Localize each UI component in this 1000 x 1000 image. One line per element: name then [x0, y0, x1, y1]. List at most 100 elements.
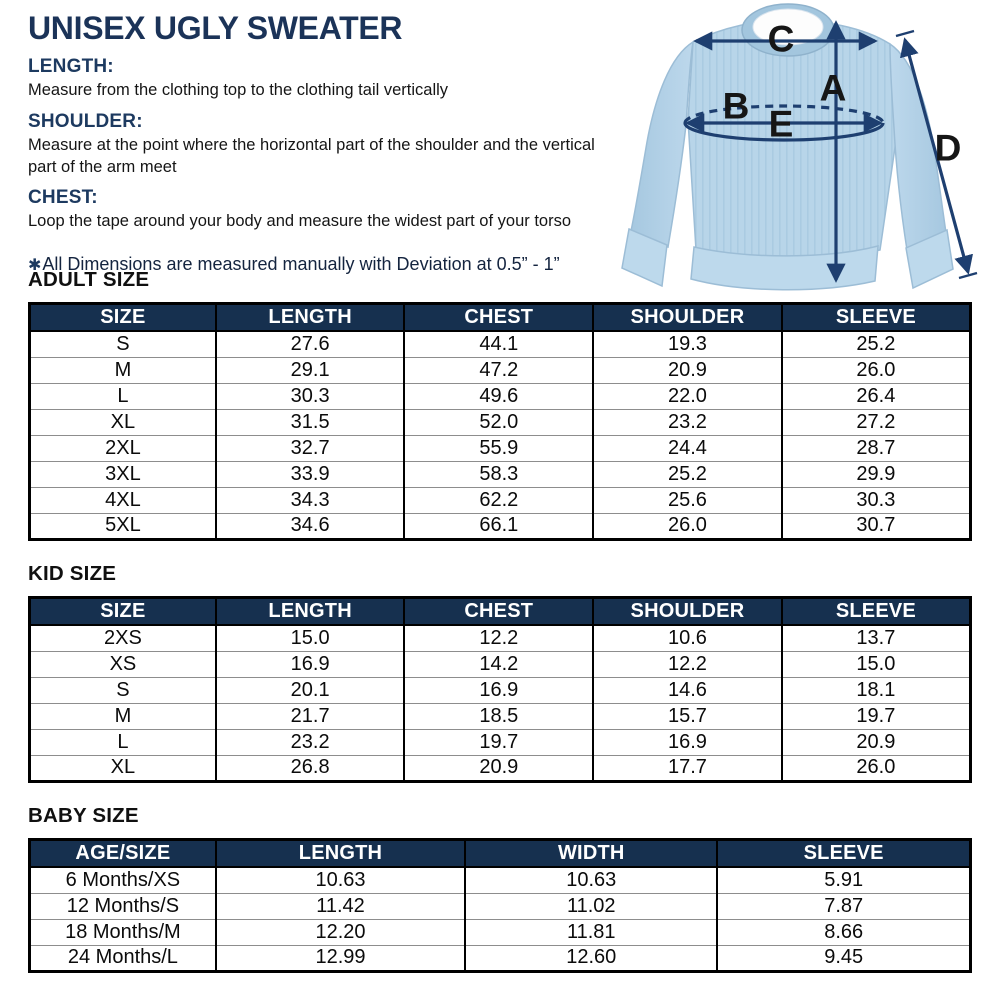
- measurement-cell: 8.66: [716, 918, 971, 945]
- measurement-cell: 25.6: [592, 486, 782, 513]
- size-cell: XS: [29, 650, 216, 677]
- measurement-cell: 26.0: [592, 512, 782, 539]
- measurement-cell: 20.9: [403, 754, 594, 781]
- measurement-cell: 13.7: [780, 625, 971, 651]
- deviation-note: ✱All Dimensions are measured manually wi…: [28, 254, 624, 275]
- table-row: 4XL 34.3 62.2 25.6 30.3: [29, 486, 971, 513]
- intro-section: UNISEX UGLY SWEATER LENGTH: Measure from…: [28, 10, 624, 275]
- page-title: UNISEX UGLY SWEATER: [28, 10, 403, 46]
- sweater-left-sleeve: [630, 40, 695, 249]
- measurement-cell: 33.9: [214, 460, 405, 487]
- size-cell: 5XL: [29, 512, 216, 539]
- measurement-cell: 27.2: [780, 408, 971, 435]
- chest-heading: CHEST:: [28, 187, 98, 209]
- table-row: XL 26.8 20.9 17.7 26.0: [29, 754, 971, 781]
- size-cell: L: [29, 728, 216, 755]
- measurement-cell: 7.87: [716, 892, 971, 919]
- size-cell: XL: [29, 754, 216, 781]
- table-row: 5XL 34.6 66.1 26.0 30.7: [29, 512, 971, 539]
- table-row: XS 16.9 14.2 12.2 15.0: [29, 650, 971, 677]
- table-row: M 21.7 18.5 15.7 19.7: [29, 702, 971, 729]
- measurement-cell: 34.3: [214, 486, 405, 513]
- table-row: 24 Months/L 12.99 12.60 9.45: [29, 944, 971, 971]
- column-header-length: LENGTH: [214, 597, 405, 626]
- size-cell: M: [29, 356, 216, 383]
- measurement-cell: 12.60: [464, 944, 718, 971]
- size-cell: 3XL: [29, 460, 216, 487]
- measurement-cell: 52.0: [403, 408, 594, 435]
- measurement-cell: 11.81: [464, 918, 718, 945]
- kid-size-title: KID SIZE: [28, 562, 117, 585]
- column-header-sleeve: SLEEVE: [780, 597, 971, 626]
- table-row: S 20.1 16.9 14.6 18.1: [29, 676, 971, 703]
- column-header-chest: CHEST: [403, 597, 594, 626]
- baby-size-section: BABY SIZE AGE/SIZE LENGTH WIDTH SLEEVE 6 Mon…: [28, 804, 972, 973]
- measurement-cell: 26.4: [780, 382, 971, 409]
- table-row: L 23.2 19.7 16.9 20.9: [29, 728, 971, 755]
- size-cell: 2XL: [29, 434, 216, 461]
- measurement-cell: 11.02: [464, 892, 718, 919]
- measurement-cell: 26.0: [780, 356, 971, 383]
- baby-size-title: BABY SIZE: [28, 804, 139, 827]
- label-d: D: [935, 128, 962, 169]
- measurement-cell: 14.6: [592, 676, 782, 703]
- measurement-cell: 23.2: [592, 408, 782, 435]
- label-b: B: [723, 86, 750, 127]
- measurement-cell: 19.7: [403, 728, 594, 755]
- measurement-cell: 18.1: [780, 676, 971, 703]
- table-header-row: SIZE LENGTH CHEST SHOULDER SLEEVE: [29, 303, 971, 332]
- column-header-length: LENGTH: [214, 839, 466, 868]
- measurement-cell: 27.6: [214, 331, 405, 357]
- table-row: XL 31.5 52.0 23.2 27.2: [29, 408, 971, 435]
- size-cell: 2XS: [29, 625, 216, 651]
- measurement-cell: 10.6: [592, 625, 782, 651]
- column-header-size: SIZE: [29, 597, 216, 626]
- measurement-cell: 16.9: [592, 728, 782, 755]
- column-header-shoulder: SHOULDER: [592, 303, 782, 332]
- measurement-cell: 30.3: [214, 382, 405, 409]
- measurement-cell: 31.5: [214, 408, 405, 435]
- measurement-cell: 12.2: [403, 625, 594, 651]
- measurement-cell: 55.9: [403, 434, 594, 461]
- measurement-cell: 10.63: [464, 867, 718, 893]
- table-header-row: AGE/SIZE LENGTH WIDTH SLEEVE: [29, 839, 971, 868]
- measurement-cell: 20.9: [592, 356, 782, 383]
- measurement-cell: 29.1: [214, 356, 405, 383]
- length-description: Measure from the clothing top to the clo…: [28, 81, 449, 99]
- table-row: 6 Months/XS 10.63 10.63 5.91: [29, 867, 971, 893]
- baby-size-table: AGE/SIZE LENGTH WIDTH SLEEVE 6 Months/XS 10.6…: [28, 838, 972, 973]
- measurement-cell: 66.1: [403, 512, 594, 539]
- measurement-cell: 25.2: [592, 460, 782, 487]
- measurement-cell: 14.2: [403, 650, 594, 677]
- measurement-cell: 17.7: [592, 754, 782, 781]
- measurement-cell: 16.9: [214, 650, 405, 677]
- measurement-cell: 20.1: [214, 676, 405, 703]
- sweater-diagram: C A B E D: [621, 3, 978, 291]
- table-header-row: SIZE LENGTH CHEST SHOULDER SLEEVE: [29, 597, 971, 626]
- measurement-cell: 32.7: [214, 434, 405, 461]
- sweater-left-cuff: [621, 227, 668, 288]
- size-cell: 12 Months/S: [29, 892, 216, 919]
- column-header-width: WIDTH: [464, 839, 718, 868]
- measurement-cell: 49.6: [403, 382, 594, 409]
- sleeve-arrow-d: [900, 37, 973, 275]
- size-cell: 6 Months/XS: [29, 867, 216, 893]
- measurement-cell: 47.2: [403, 356, 594, 383]
- measurement-cell: 21.7: [214, 702, 405, 729]
- column-header-age-size: AGE/SIZE: [29, 839, 216, 868]
- measurement-cell: 26.0: [780, 754, 971, 781]
- table-row: 12 Months/S 11.42 11.02 7.87: [29, 892, 971, 919]
- size-cell: M: [29, 702, 216, 729]
- measurement-cell: 34.6: [214, 512, 405, 539]
- measurement-cell: 15.7: [592, 702, 782, 729]
- label-a: A: [820, 68, 847, 109]
- table-row: M 29.1 47.2 20.9 26.0: [29, 356, 971, 383]
- column-header-chest: CHEST: [403, 303, 594, 332]
- sleeve-arrow-bottom-tick: [958, 271, 978, 280]
- adult-size-table: SIZE LENGTH CHEST SHOULDER SLEEVE S 27.6 44.1 19…: [28, 302, 972, 541]
- table-row: 3XL 33.9 58.3 25.2 29.9: [29, 460, 971, 487]
- column-header-sleeve: SLEEVE: [780, 303, 971, 332]
- column-header-size: SIZE: [29, 303, 216, 332]
- adult-size-section: ADULT SIZE SIZE LENGTH CHEST SHOULDER SLEEVE…: [28, 268, 972, 541]
- size-cell: 18 Months/M: [29, 918, 216, 945]
